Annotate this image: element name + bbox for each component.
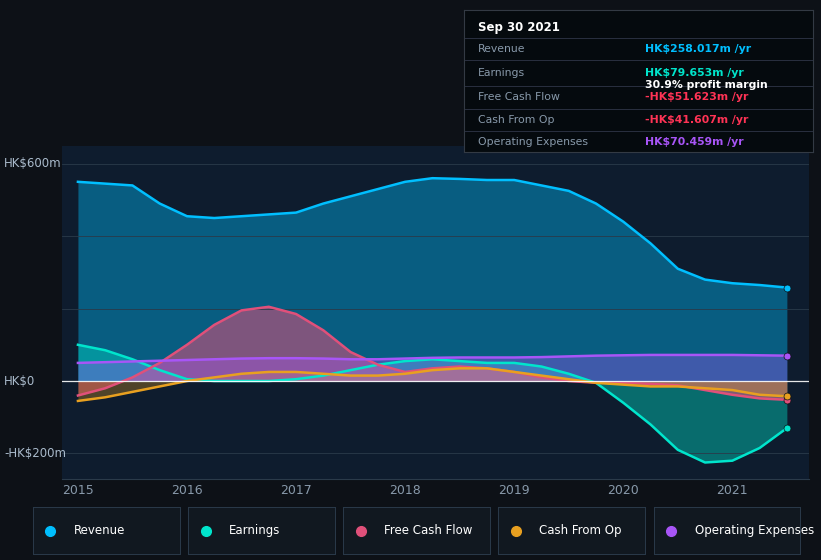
Text: Revenue: Revenue [74, 524, 126, 537]
Text: HK$79.653m /yr: HK$79.653m /yr [645, 68, 744, 78]
Text: -HK$200m: -HK$200m [4, 447, 67, 460]
Text: Operating Expenses: Operating Expenses [695, 524, 814, 537]
Text: Earnings: Earnings [478, 68, 525, 78]
Text: 30.9% profit margin: 30.9% profit margin [645, 80, 768, 90]
Text: Cash From Op: Cash From Op [539, 524, 622, 537]
Text: HK$258.017m /yr: HK$258.017m /yr [645, 44, 751, 54]
Text: HK$0: HK$0 [4, 375, 35, 388]
Text: Cash From Op: Cash From Op [478, 115, 554, 125]
Text: Earnings: Earnings [229, 524, 281, 537]
Text: Operating Expenses: Operating Expenses [478, 137, 588, 147]
Text: HK$600m: HK$600m [4, 157, 62, 170]
Text: HK$70.459m /yr: HK$70.459m /yr [645, 137, 744, 147]
Text: Revenue: Revenue [478, 44, 525, 54]
Text: Free Cash Flow: Free Cash Flow [384, 524, 473, 537]
Text: -HK$41.607m /yr: -HK$41.607m /yr [645, 115, 749, 125]
Text: Free Cash Flow: Free Cash Flow [478, 92, 560, 102]
Text: Sep 30 2021: Sep 30 2021 [478, 21, 560, 34]
Text: -HK$51.623m /yr: -HK$51.623m /yr [645, 92, 749, 102]
